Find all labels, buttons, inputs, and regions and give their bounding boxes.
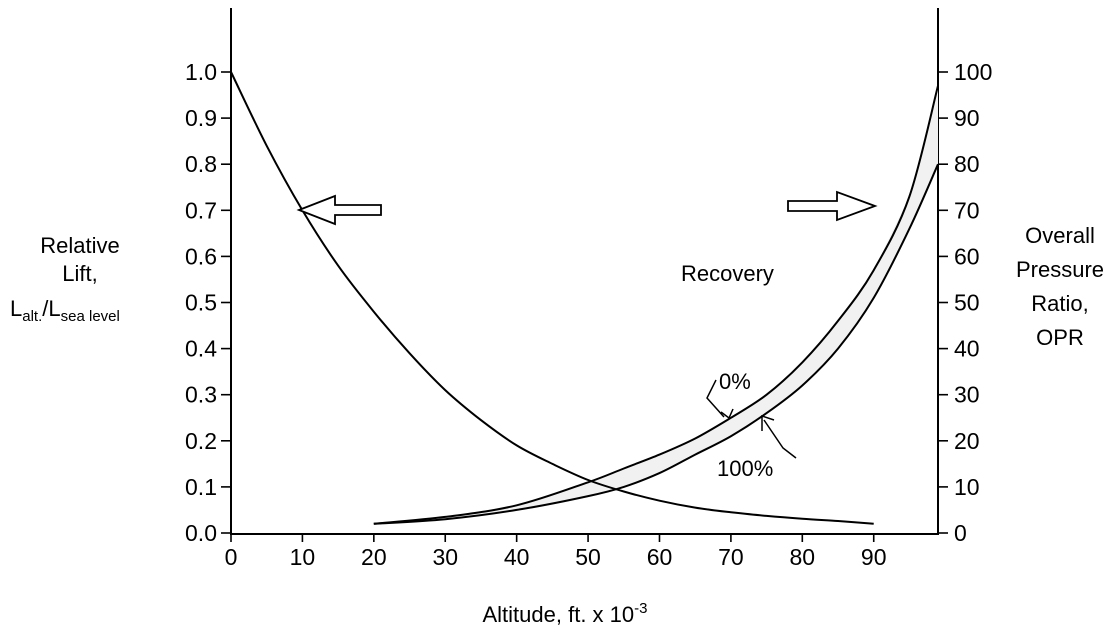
left-axis-title-line-2: Lift,: [62, 261, 97, 286]
right-axis-title-line-3: Ratio,: [1031, 291, 1088, 316]
right-tick-label: 40: [954, 336, 980, 362]
right-tick-label: 90: [954, 105, 980, 131]
left-tick-label: 0.6: [185, 243, 217, 269]
x-tick-label: 60: [647, 544, 673, 570]
left-axis-title-line-1: Relative: [40, 233, 119, 258]
left-tick-label: 0.0: [185, 520, 217, 546]
formula-l-1: L: [10, 296, 22, 321]
x-tick-label: 10: [290, 544, 316, 570]
right-tick-label: 30: [954, 382, 980, 408]
x-tick-label: 30: [432, 544, 458, 570]
opr-curve-100pct: [373, 163, 939, 525]
left-tick-label: 0.4: [185, 336, 217, 362]
formula-sub-alt: alt.: [22, 308, 42, 325]
x-tick-label: 40: [504, 544, 530, 570]
x-tick-label: 20: [361, 544, 387, 570]
left-axis-title: Relative Lift, Lalt./Lsea level: [10, 233, 120, 325]
right-tick-label: 80: [954, 151, 980, 177]
right-tick-label: 50: [954, 290, 980, 316]
right-tick-label: 0: [954, 520, 967, 546]
left-tick-label: 0.3: [185, 382, 217, 408]
left-tick-label: 0.1: [185, 474, 217, 500]
recovery-label: Recovery: [681, 261, 774, 286]
x-axis-title-exponent: -3: [634, 600, 647, 617]
left-tick-label: 0.2: [185, 428, 217, 454]
leader-0pct-arrowhead: [720, 408, 734, 420]
x-axis-title: Altitude, ft. x 10-3: [483, 600, 648, 627]
series-label-0pct: 0%: [719, 369, 751, 394]
right-axis-arrow-icon: [787, 190, 878, 222]
x-tick-label: 70: [718, 544, 744, 570]
opr-band-group: [373, 85, 939, 524]
right-axis-title-line-4: OPR: [1036, 325, 1084, 350]
x-tick-label: 50: [575, 544, 601, 570]
left-axis-arrow-icon: [296, 194, 382, 226]
left-axis-title-formula: Lalt./Lsea level: [10, 296, 120, 325]
left-tick-label: 0.8: [185, 151, 217, 177]
right-tick-label: 10: [954, 474, 980, 500]
series-label-100pct: 100%: [717, 456, 773, 481]
right-tick-label: 70: [954, 197, 980, 223]
left-tick-label: 0.9: [185, 105, 217, 131]
x-tick-label: 0: [225, 544, 238, 570]
leader-100pct-arrowhead: [761, 414, 775, 431]
left-tick-label: 0.5: [185, 290, 217, 316]
formula-sub-sea-level: sea level: [61, 308, 120, 325]
formula-l-2: L: [48, 296, 60, 321]
leader-0pct: [706, 379, 725, 418]
left-tick-label: 0.7: [185, 197, 217, 223]
right-axis-title-line-2: Pressure: [1016, 257, 1104, 282]
x-axis-title-main: Altitude, ft. x 10: [483, 602, 635, 627]
right-axis-title-line-1: Overall: [1025, 223, 1095, 248]
x-tick-label: 80: [790, 544, 816, 570]
plot-axes: [230, 8, 939, 535]
left-axis-ticks: 0.0 0.1 0.2 0.3 0.4 0.5 0.6 0.7 0.8 0.9 1.0: [185, 59, 231, 546]
leader-100pct: [763, 419, 797, 459]
annotation-group: Recovery 0% 100%: [296, 190, 878, 481]
right-tick-label: 20: [954, 428, 980, 454]
right-axis-ticks: 0 10 20 30 40 50 60 70 80 90 100: [938, 59, 992, 546]
right-tick-label: 100: [954, 59, 992, 85]
opr-band: [373, 85, 939, 524]
left-tick-label: 1.0: [185, 59, 217, 85]
x-tick-label: 90: [861, 544, 887, 570]
plot-frame: [230, 8, 939, 535]
right-axis-title: Overall Pressure Ratio, OPR: [1016, 223, 1104, 350]
x-axis-ticks: 0 10 20 30 40 50 60 70 80 90: [225, 534, 887, 570]
curve-group: [230, 71, 939, 525]
lift-curve: [230, 71, 874, 525]
opr-curve-0pct: [373, 85, 939, 525]
formula-separator: /: [42, 296, 49, 321]
right-tick-label: 60: [954, 243, 980, 269]
